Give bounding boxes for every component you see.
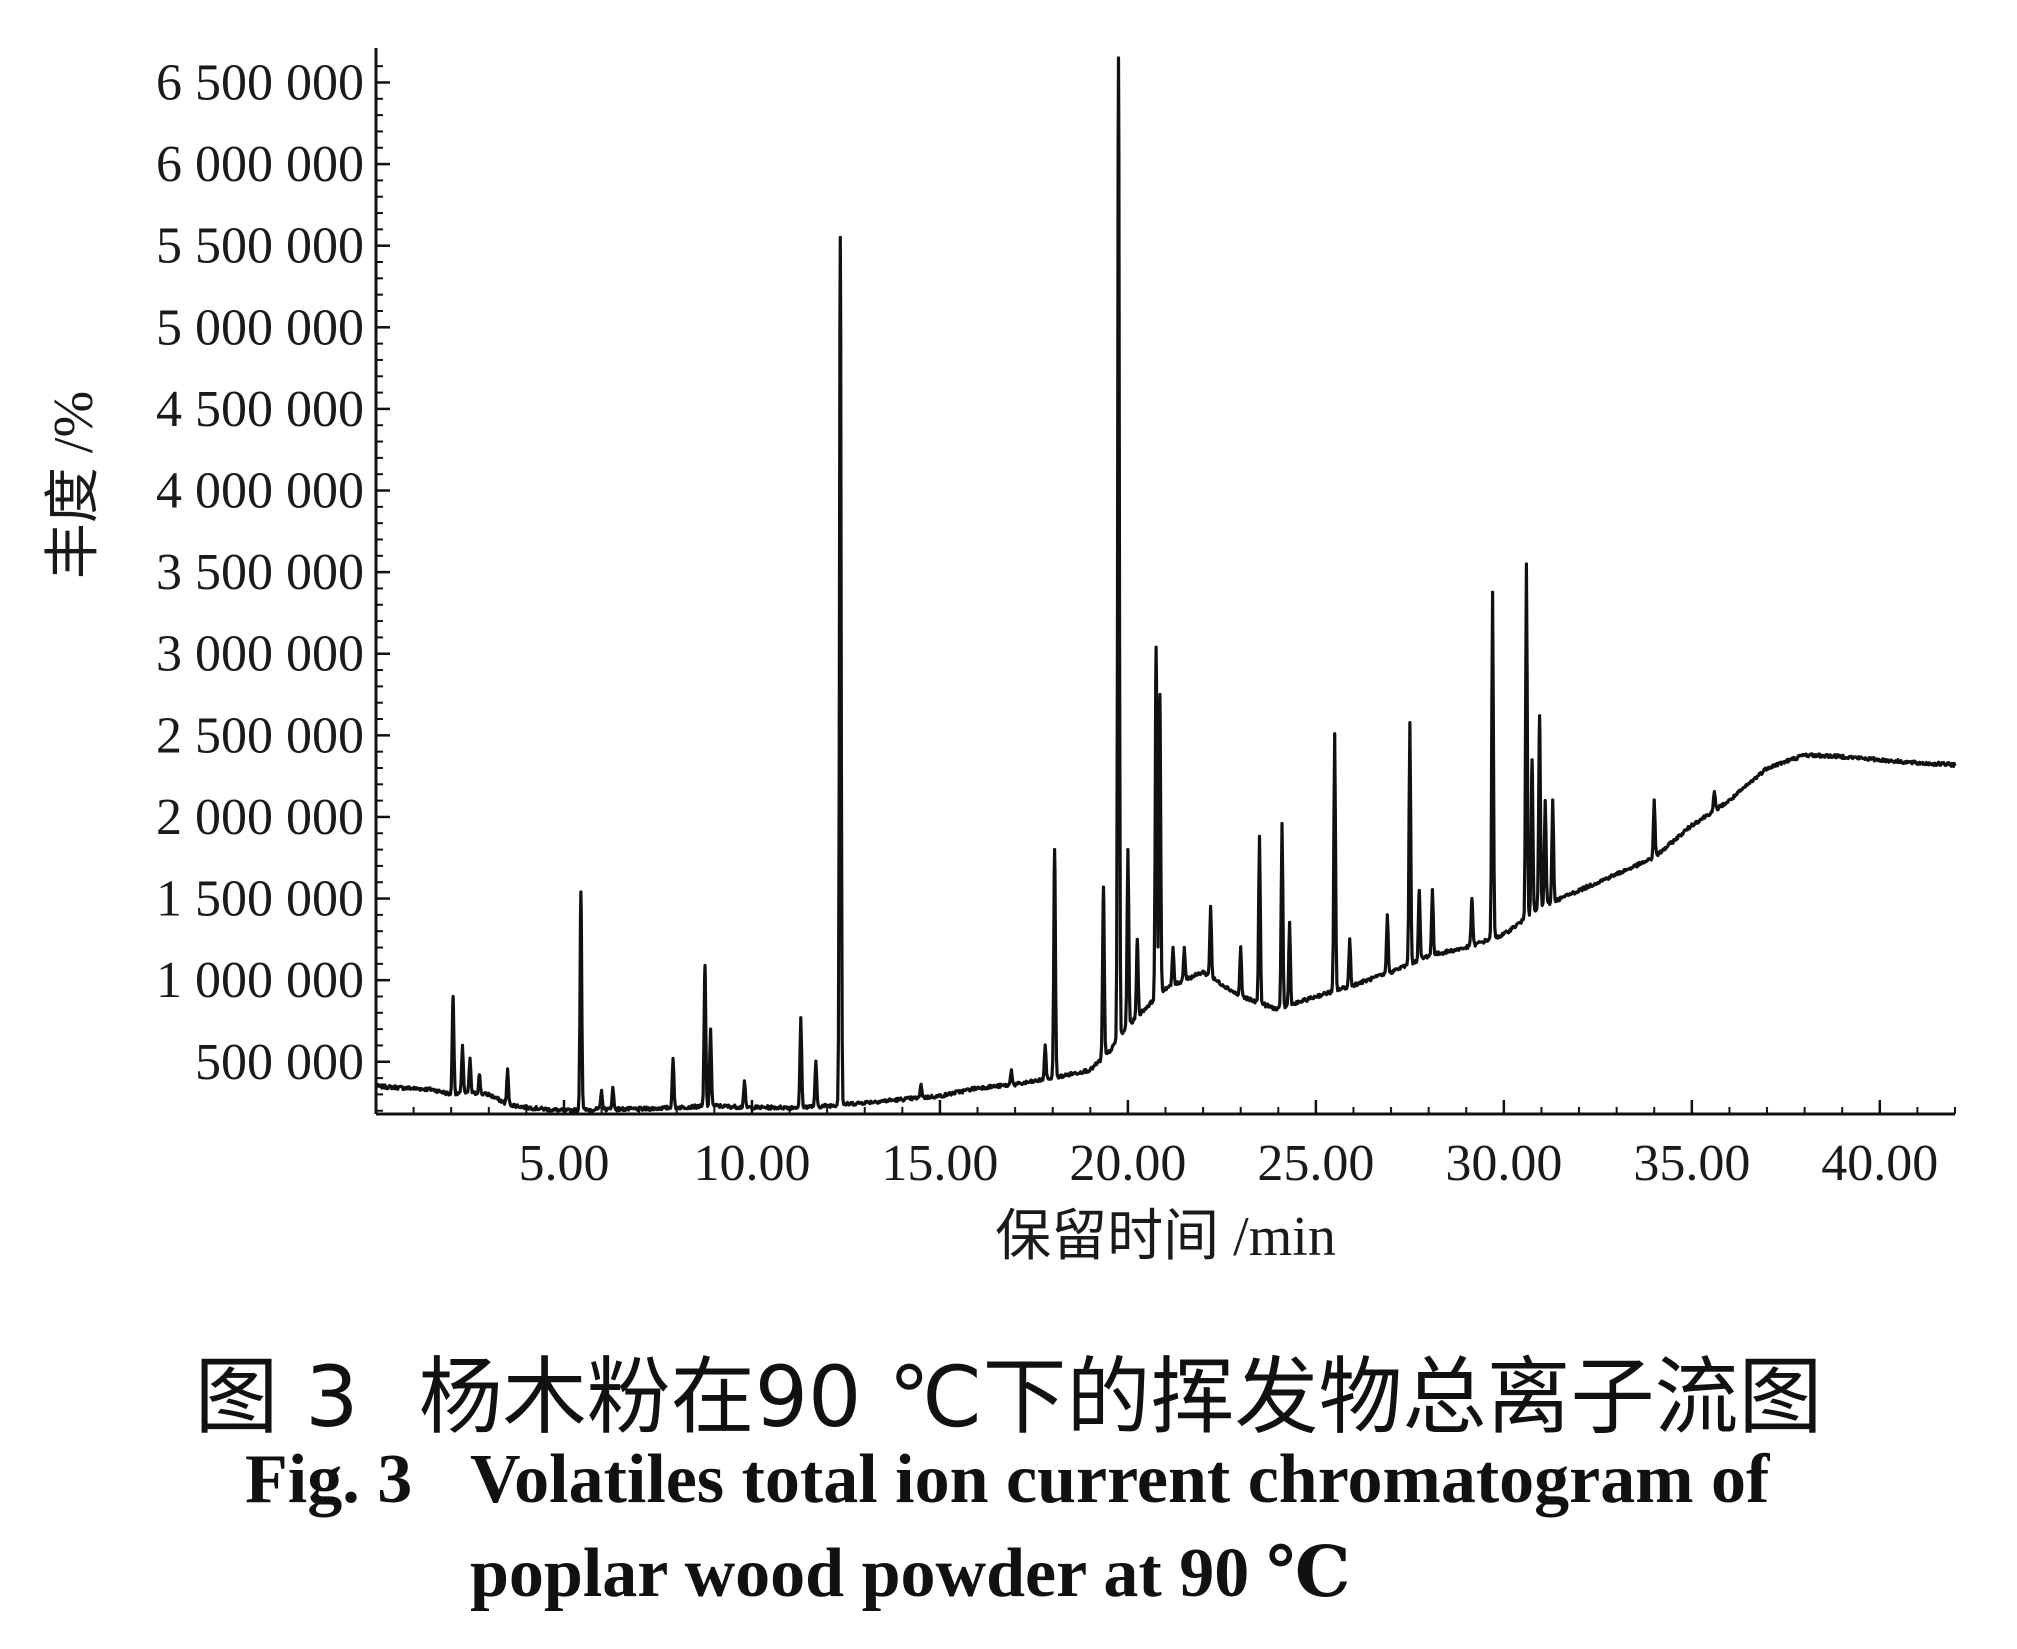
peak-point bbox=[1470, 897, 1474, 901]
peak-point bbox=[1408, 722, 1412, 726]
peak-point bbox=[1257, 835, 1261, 839]
y-tick-label: 2 000 000 bbox=[156, 789, 364, 846]
x-tick-label: 25.00 bbox=[1257, 1135, 1374, 1192]
peak-point bbox=[1171, 946, 1175, 950]
y-tick-label: 5 500 000 bbox=[156, 218, 364, 275]
x-tick-label: 15.00 bbox=[881, 1135, 998, 1192]
peak-point bbox=[1182, 946, 1186, 950]
peak-point bbox=[506, 1068, 510, 1072]
peak-point bbox=[1348, 937, 1352, 941]
peak-point bbox=[1288, 921, 1292, 925]
peak-point bbox=[1551, 799, 1555, 803]
peak-point bbox=[579, 890, 583, 894]
peak-point bbox=[709, 1027, 713, 1031]
y-tick-label: 500 000 bbox=[195, 1034, 364, 1091]
peak-point bbox=[1491, 591, 1495, 595]
peak-point bbox=[1280, 821, 1284, 825]
caption-zh-figure-number: 图 3 bbox=[194, 1348, 359, 1446]
peak-point bbox=[838, 236, 842, 240]
peak-point bbox=[1239, 946, 1243, 950]
peak-point bbox=[1009, 1068, 1013, 1072]
caption-chinese: 图 3 杨木粉在90 ℃下的挥发物总离子流图 bbox=[0, 1330, 2017, 1451]
peak-point bbox=[1543, 799, 1547, 803]
peak-point bbox=[468, 1057, 472, 1061]
x-tick-label: 30.00 bbox=[1445, 1135, 1562, 1192]
caption-en-figure-number: Fig. 3 bbox=[245, 1441, 413, 1518]
peak-point bbox=[1538, 714, 1542, 718]
peak-point bbox=[703, 963, 707, 967]
caption-english-line2: poplar wood powder at 90 ℃ bbox=[470, 1535, 1351, 1612]
y-tick-label: 3 000 000 bbox=[156, 626, 364, 683]
peak-point bbox=[477, 1073, 481, 1077]
peak-point bbox=[814, 1060, 818, 1064]
y-axis-title: 丰度 /% bbox=[43, 391, 105, 579]
x-tick-label: 20.00 bbox=[1069, 1135, 1186, 1192]
peak-point bbox=[1158, 693, 1162, 697]
peak-point bbox=[460, 1043, 464, 1047]
peak-point bbox=[451, 994, 455, 998]
peak-point bbox=[1154, 645, 1158, 649]
x-axis-title: 保留时间 /min bbox=[995, 1206, 1336, 1268]
peak-point bbox=[611, 1086, 615, 1090]
peak-point bbox=[1652, 799, 1656, 803]
peak-point bbox=[1712, 790, 1716, 794]
peak-point bbox=[1135, 937, 1139, 941]
peak-point bbox=[1209, 905, 1213, 909]
peak-point bbox=[742, 1079, 746, 1083]
tic-series-line bbox=[374, 56, 1957, 1114]
peak-point bbox=[1530, 758, 1534, 762]
chromatogram-chart: 500 000 1 000 000 1 500 000 2 000 000 2 500 … bbox=[43, 48, 1957, 1268]
caption-zh-text: 杨木粉在90 ℃下的挥发物总离子流图 bbox=[418, 1348, 1823, 1446]
x-tick-label: 5.00 bbox=[518, 1135, 609, 1192]
peak-point bbox=[799, 1016, 803, 1020]
peak-point bbox=[1101, 885, 1105, 889]
peak-point bbox=[1524, 562, 1528, 566]
peak-point bbox=[1053, 848, 1057, 852]
peak-point bbox=[1430, 888, 1434, 892]
y-tick-label: 1 500 000 bbox=[156, 871, 364, 928]
peak-point bbox=[1117, 56, 1121, 60]
caption-english-line1: Fig. 3 Volatiles total ion current chroma… bbox=[245, 1440, 1769, 1520]
y-tick-label: 6 000 000 bbox=[156, 136, 364, 193]
peak-point bbox=[1333, 733, 1337, 737]
peak-point bbox=[1126, 848, 1130, 852]
peak-point bbox=[1417, 888, 1421, 892]
x-tick-label: 35.00 bbox=[1633, 1135, 1750, 1192]
y-tick-label: 1 000 000 bbox=[156, 952, 364, 1009]
x-tick-label: 10.00 bbox=[693, 1135, 810, 1192]
peak-point bbox=[600, 1089, 604, 1093]
y-tick-label: 4 000 000 bbox=[156, 463, 364, 520]
peak-point bbox=[919, 1083, 923, 1087]
caption-en-text-line1: Volatiles total ion current chromatogram… bbox=[470, 1441, 1770, 1518]
y-tick-label: 6 500 000 bbox=[156, 54, 364, 111]
x-tick-label: 40.00 bbox=[1821, 1135, 1938, 1192]
y-tick-label: 5 000 000 bbox=[156, 299, 364, 356]
y-tick-label: 3 500 000 bbox=[156, 544, 364, 601]
y-tick-label: 2 500 000 bbox=[156, 707, 364, 764]
peak-point bbox=[1043, 1043, 1047, 1047]
peak-point bbox=[671, 1057, 675, 1061]
peak-point bbox=[1385, 913, 1389, 917]
y-tick-label: 4 500 000 bbox=[156, 381, 364, 438]
